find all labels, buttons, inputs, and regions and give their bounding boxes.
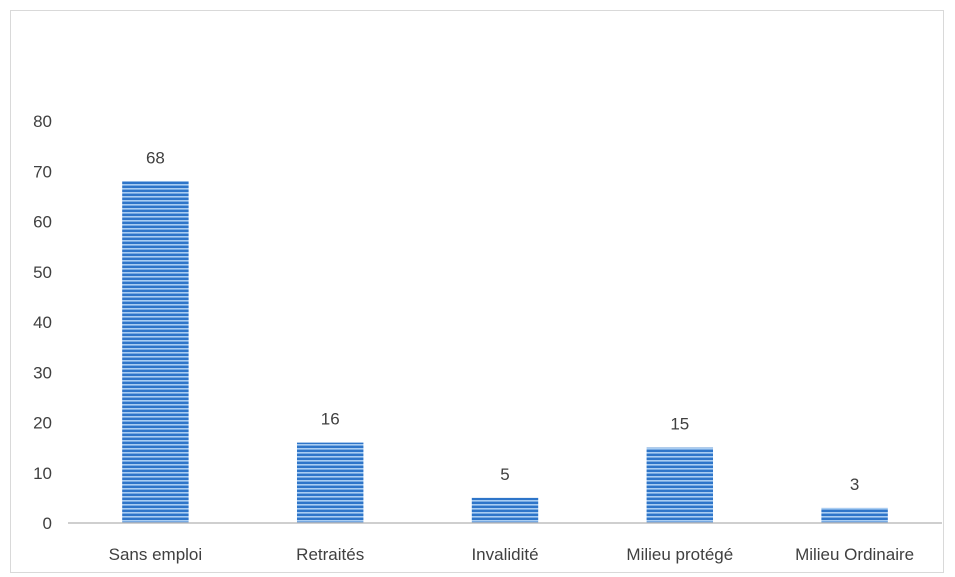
data-labels: 68 16 5 15 3 <box>146 148 859 494</box>
bar <box>471 497 539 523</box>
category-labels: Sans emploi Retraités Invalidité Milieu pro… <box>109 545 915 564</box>
y-tick-label: 50 <box>33 263 52 282</box>
y-tick-label: 10 <box>33 464 52 483</box>
data-label: 5 <box>500 465 509 484</box>
bars <box>122 181 888 524</box>
y-tick-label: 80 <box>33 112 52 131</box>
category-label: Milieu protégé <box>626 545 733 564</box>
bar <box>821 507 888 523</box>
bar <box>646 447 714 523</box>
data-label: 15 <box>670 415 689 434</box>
y-tick-label: 20 <box>33 414 52 433</box>
y-tick-label: 60 <box>33 213 52 232</box>
category-label: Sans emploi <box>109 545 203 564</box>
data-label: 3 <box>850 475 859 494</box>
data-label: 68 <box>146 148 165 167</box>
data-label: 16 <box>321 410 340 429</box>
bar <box>296 442 364 523</box>
y-tick-label: 0 <box>43 514 52 533</box>
y-tick-label: 40 <box>33 313 52 332</box>
bar <box>122 181 189 524</box>
y-tick-label: 70 <box>33 162 52 181</box>
category-label: Milieu Ordinaire <box>795 545 914 564</box>
y-tick-label: 30 <box>33 363 52 382</box>
category-label: Retraités <box>296 545 364 564</box>
y-axis-ticks: 0 10 20 30 40 50 60 70 80 <box>33 112 52 533</box>
category-label: Invalidité <box>471 545 538 564</box>
